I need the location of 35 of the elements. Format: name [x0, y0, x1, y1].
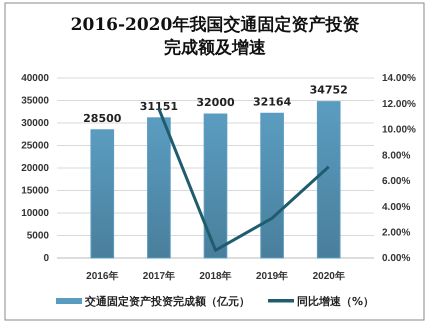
bar — [316, 101, 341, 258]
data-label: 32164 — [252, 95, 292, 108]
y-tick-label: 40000 — [21, 73, 50, 84]
y-tick-label: 30000 — [21, 118, 50, 130]
x-tick-label: 2020年 — [312, 270, 345, 282]
y2-tick-label: 14.00% — [382, 73, 416, 84]
x-tick-label: 2017年 — [142, 270, 176, 282]
chart-title: 2016-2020年我国交通固定资产投资完成额及增速 — [70, 15, 360, 58]
y2-tick-label: 12.00% — [382, 98, 416, 110]
data-label: 31151 — [140, 100, 178, 113]
y-tick-label: 10000 — [21, 208, 50, 220]
y2-tick-label: 0.00% — [382, 253, 410, 264]
y2-tick-label: 8.00% — [382, 150, 410, 162]
y2-tick-label: 2.00% — [382, 227, 410, 238]
y2-tick-label: 6.00% — [382, 176, 410, 188]
y-tick-label: 0 — [43, 253, 50, 264]
y-tick-label: 20000 — [21, 163, 50, 174]
bar — [260, 112, 284, 258]
y-tick-label: 25000 — [21, 140, 50, 152]
legend-label: 交通固定资产投资完成额（亿元） — [84, 295, 250, 308]
data-label: 32000 — [196, 96, 235, 109]
y-tick-label: 35000 — [21, 96, 50, 107]
bar — [147, 117, 171, 258]
y2-tick-label: 4.00% — [382, 202, 410, 213]
legend-label: 同比增速（%） — [296, 295, 374, 308]
data-label: 34752 — [310, 84, 348, 97]
x-tick-label: 2018年 — [199, 270, 232, 282]
y-tick-label: 15000 — [21, 186, 50, 197]
bar — [204, 114, 228, 258]
bar — [90, 129, 114, 258]
y-tick-label: 5000 — [26, 230, 50, 242]
data-label: 28500 — [83, 112, 122, 125]
y2-tick-label: 10.00% — [382, 124, 416, 136]
x-tick-label: 2019年 — [256, 270, 288, 282]
x-tick-label: 2016年 — [86, 270, 118, 282]
